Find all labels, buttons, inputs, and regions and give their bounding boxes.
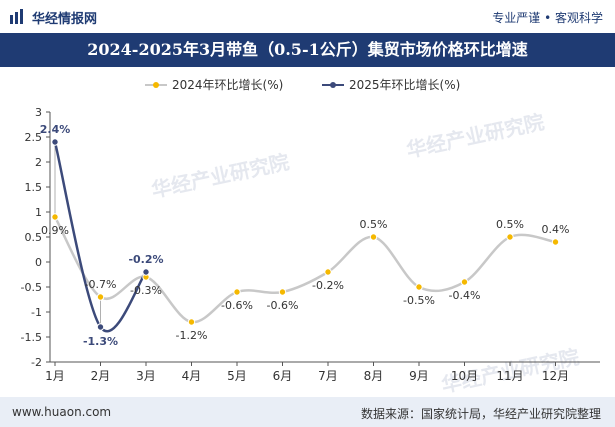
y-tick-label: -1.5 xyxy=(21,331,42,344)
y-tick-label: 2.5 xyxy=(25,131,43,144)
line-chart: 2024年环比增长(%) 2025年环比增长(%) 3 2.5 2 1.5 1 0.5 0 -0… xyxy=(21,78,600,383)
series-2024-point xyxy=(460,278,469,286)
brand-name: 华经情报网 xyxy=(32,12,98,27)
axes: 3 2.5 2 1.5 1 0.5 0 -0.5 -1 -1.5 -21月 2月 3月 4月 5月 6月 7月 8… xyxy=(21,106,600,383)
legend-1-swatch-dot xyxy=(330,82,336,88)
series-2024-point xyxy=(415,283,423,291)
x-tick-label: 8月 xyxy=(364,369,384,383)
series-2025-data-label: -0.2% xyxy=(128,253,163,266)
footer-source: 数据来源：国家统计局，华经产业研究院整理 xyxy=(360,407,601,421)
x-tick-label: 3月 xyxy=(136,369,156,383)
series-2024-data-label: -0.6% xyxy=(221,299,253,312)
series-2025-point xyxy=(96,323,105,331)
tagline: 专业严谨 • 客观科学 xyxy=(492,11,603,25)
series-2024-point xyxy=(278,288,287,296)
series-2024-data-label: -0.3% xyxy=(130,284,162,297)
series-2025-point xyxy=(142,268,150,276)
series-2024-point xyxy=(233,288,241,296)
series-2024-point xyxy=(96,293,105,301)
x-tick-label: 4月 xyxy=(182,369,202,383)
top-bar: 华经情报网 专业严谨 • 客观科学 xyxy=(0,0,615,33)
series-2024-line xyxy=(53,216,556,324)
series-2024-point xyxy=(187,318,196,326)
y-tick-label: -0.5 xyxy=(21,281,42,294)
data-points xyxy=(51,138,560,331)
x-tick-label: 7月 xyxy=(318,369,338,383)
y-tick-label: -1 xyxy=(31,306,42,319)
y-tick-label: -2 xyxy=(31,356,42,369)
series-2024-data-label: 0.4% xyxy=(542,223,570,236)
series-2024-point xyxy=(369,233,378,241)
series-2024-point xyxy=(324,268,332,276)
x-tick-label: 5月 xyxy=(227,369,247,383)
y-tick-label: 0 xyxy=(35,256,42,269)
data-labels: 0.9% -0.7% -0.3% -1.2% -0.6% -0.6% -0.2% 0.5% -0… xyxy=(40,123,570,348)
chart-title: 2024-2025年3月带鱼（0.5-1公斤）集贸市场价格环比增速 xyxy=(0,33,615,67)
series-2024-data-label: 0.5% xyxy=(360,218,388,231)
x-tick-label: 12月 xyxy=(542,369,569,383)
footer: www.huaon.com 数据来源：国家统计局，华经产业研究院整理 xyxy=(0,397,615,427)
x-tick-label: 6月 xyxy=(273,369,293,383)
series-2024-point xyxy=(551,238,560,246)
series-2024-data-label: -1.2% xyxy=(176,329,208,342)
series-lines xyxy=(53,141,556,333)
series-2024-data-label: -0.7% xyxy=(85,278,117,291)
x-tick-label: 1月 xyxy=(45,369,65,383)
y-tick-label: 1.5 xyxy=(25,181,43,194)
series-2024-data-label: 0.5% xyxy=(496,218,524,231)
y-tick-label: 2 xyxy=(35,156,42,169)
x-tick-label: 2月 xyxy=(91,369,111,383)
legend-0-swatch-dot xyxy=(153,82,159,88)
series-2025-data-label: -1.3% xyxy=(83,335,118,348)
series-2024-data-label: -0.6% xyxy=(267,299,299,312)
series-2024-data-label: -0.2% xyxy=(312,279,344,292)
footer-url: www.huaon.com xyxy=(12,405,112,419)
x-tick-label: 9月 xyxy=(409,369,429,383)
series-2024-point xyxy=(506,233,514,241)
x-tick-label: 11月 xyxy=(496,369,523,383)
series-2024-data-label: -0.4% xyxy=(449,289,481,302)
series-2024-data-label: 0.9% xyxy=(41,224,69,237)
legend-1-label: 2025年环比增长(%) xyxy=(349,78,460,92)
series-2024-point xyxy=(51,213,59,221)
y-tick-label: 1 xyxy=(35,206,42,219)
y-tick-label: 0.5 xyxy=(25,231,43,244)
series-2025-point xyxy=(51,138,59,146)
x-tick-label: 10月 xyxy=(451,369,478,383)
series-2025-data-label: 2.4% xyxy=(40,123,71,136)
legend: 2024年环比增长(%) 2025年环比增长(%) xyxy=(145,78,460,92)
bar-logo-icon xyxy=(10,9,23,24)
series-2024-data-label: -0.5% xyxy=(403,294,435,307)
legend-0-label: 2024年环比增长(%) xyxy=(172,78,283,92)
y-tick-label: 3 xyxy=(35,106,42,119)
